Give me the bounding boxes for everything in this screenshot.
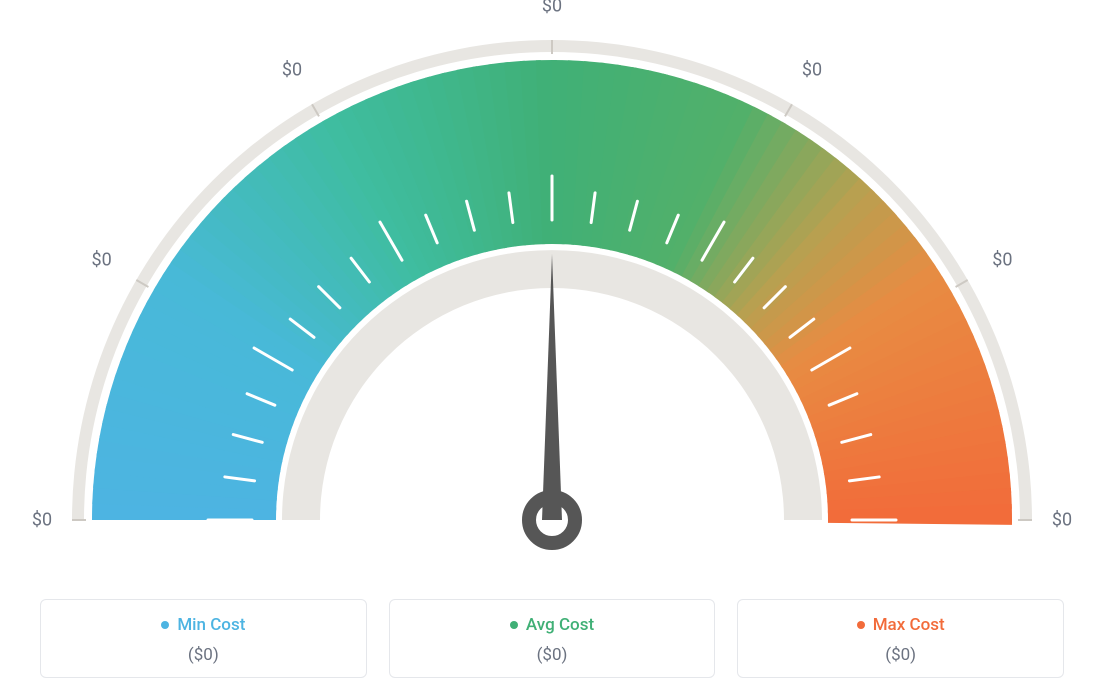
gauge-tick-label: $0 [802,59,822,80]
legend-card-max: Max Cost ($0) [737,599,1064,678]
legend-dot-max [857,621,865,629]
legend-card-min: Min Cost ($0) [40,599,367,678]
legend-label-min: Min Cost [177,615,245,635]
gauge-chart: $0 $0 $0 $0 $0 $0 $0 [0,0,1104,560]
gauge-tick-label: $0 [92,250,112,271]
gauge-tick-label: $0 [992,250,1012,271]
gauge-svg [0,10,1104,570]
gauge-tick-label: $0 [282,59,302,80]
legend-dot-min [161,621,169,629]
legend-title-min: Min Cost [161,615,245,635]
legend-dot-avg [510,621,518,629]
legend-card-avg: Avg Cost ($0) [389,599,716,678]
legend-title-max: Max Cost [857,615,945,635]
legend-row: Min Cost ($0) Avg Cost ($0) Max Cost ($0… [0,599,1104,678]
legend-title-avg: Avg Cost [510,615,594,635]
legend-value-max: ($0) [750,645,1051,665]
gauge-tick-label: $0 [542,0,562,17]
legend-label-max: Max Cost [873,615,945,635]
legend-value-min: ($0) [53,645,354,665]
legend-value-avg: ($0) [402,645,703,665]
gauge-tick-label: $0 [32,510,52,531]
legend-label-avg: Avg Cost [526,615,594,635]
gauge-tick-label: $0 [1052,510,1072,531]
